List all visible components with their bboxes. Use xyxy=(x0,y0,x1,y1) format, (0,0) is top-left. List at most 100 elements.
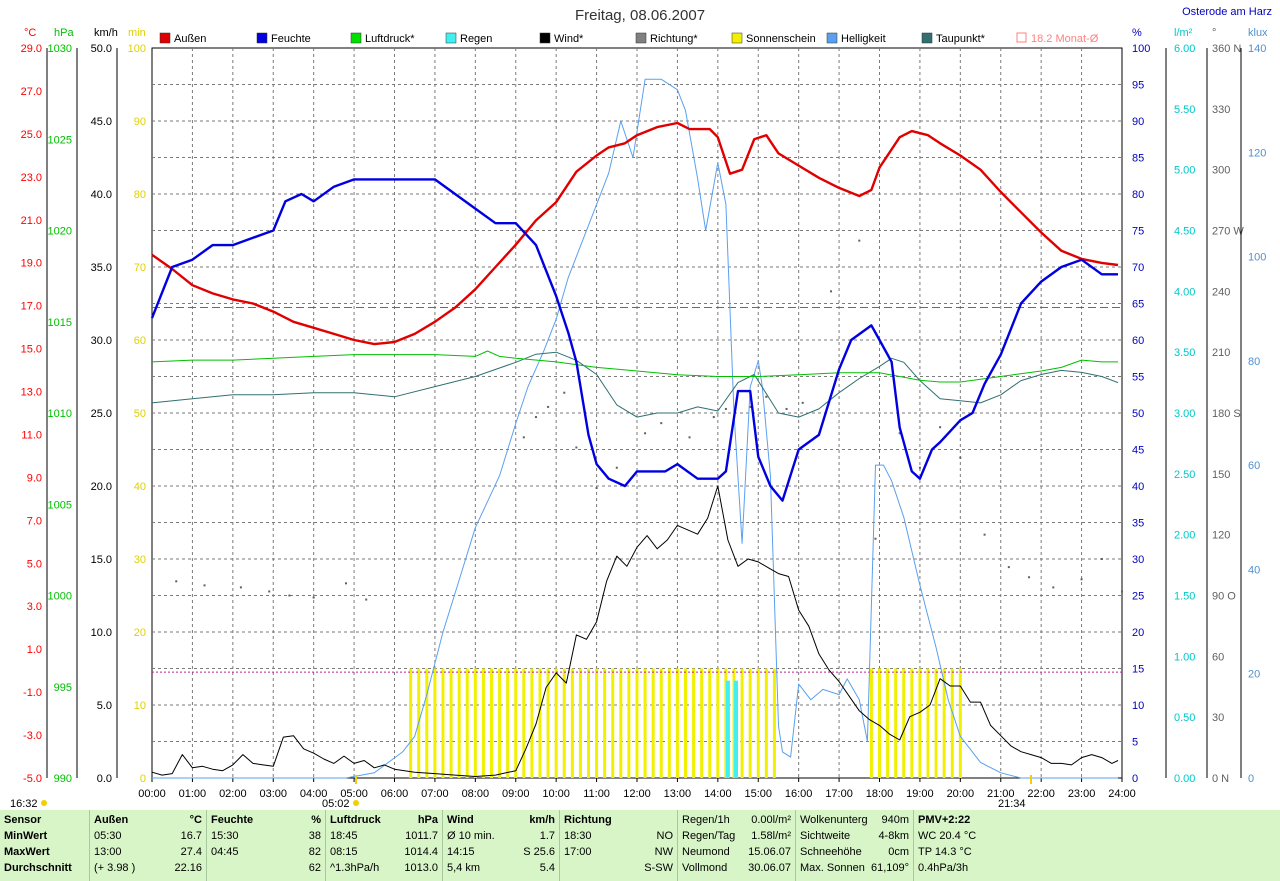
rain-bars xyxy=(725,680,739,778)
direction-point xyxy=(365,598,368,601)
series-line-feuchte xyxy=(150,178,1118,502)
direction-point xyxy=(724,407,727,410)
right-axes: 1009590858075706560555045403530252015105… xyxy=(1132,43,1266,785)
richtung-min-time: 18:30 xyxy=(564,830,592,842)
left-tick-label: 5.0 xyxy=(27,558,42,570)
left-tick-label: 13.0 xyxy=(21,387,42,399)
left-tick-label: 21.0 xyxy=(21,215,42,227)
sensor-row-min: MinWert xyxy=(4,830,48,842)
right-tick-label: 3.50 xyxy=(1174,347,1195,359)
col-sensor: Sensor MinWert MaxWert Durchschnitt xyxy=(0,810,88,881)
left-tick-label: 11.0 xyxy=(21,429,42,441)
left-tick-label: 9.0 xyxy=(27,472,42,484)
left-tick-label: 1010 xyxy=(48,408,72,420)
aussen-min-time: 05:30 xyxy=(94,830,122,842)
legend-label: Außen xyxy=(174,33,206,45)
left-tick-label: 1025 xyxy=(48,134,72,146)
direction-point xyxy=(312,596,315,599)
rain-bar xyxy=(725,680,730,778)
sunshine-bar xyxy=(627,668,631,778)
direction-point xyxy=(1052,586,1055,589)
sensor-row-max: MaxWert xyxy=(4,846,50,858)
left-tick-label: 15.0 xyxy=(21,344,42,356)
axis-unit-left-1: hPa xyxy=(54,27,74,39)
legend-swatch xyxy=(731,32,743,44)
maxsonnen-label: Max. Sonnen xyxy=(800,862,865,874)
windchill-value: WC 20.4 °C xyxy=(918,830,977,842)
right-tick-label: 30 xyxy=(1132,554,1144,566)
right-tick-label: 60 xyxy=(1132,335,1144,347)
sunshine-bar xyxy=(708,668,712,778)
sunshine-bar xyxy=(449,668,453,778)
right-tick-label: 6.00 xyxy=(1174,43,1195,55)
x-tick-label: 14:00 xyxy=(704,788,732,800)
left-tick-label: 1015 xyxy=(48,317,72,329)
axis-unit-left-3: min xyxy=(128,27,146,39)
left-tick-label: 30.0 xyxy=(91,335,112,347)
direction-point xyxy=(175,580,178,583)
left-tick-label: -3.0 xyxy=(23,730,42,742)
axis-unit-right-1: l/m² xyxy=(1174,27,1193,39)
left-tick-label: 50.0 xyxy=(91,43,112,55)
x-tick-label: 01:00 xyxy=(179,788,207,800)
wind-avg10-label: Ø 10 min. xyxy=(447,830,495,842)
direction-point xyxy=(563,391,566,394)
sunshine-bar xyxy=(514,668,518,778)
right-tick-label: 120 xyxy=(1212,530,1230,542)
time-marker xyxy=(41,800,47,806)
direction-point xyxy=(534,416,537,419)
series-line-luftdruck xyxy=(151,350,1118,383)
sunshine-bar xyxy=(441,668,445,778)
sunshine-bar xyxy=(756,668,760,778)
left-tick-label: 990 xyxy=(54,773,72,785)
chart-title: Freitag, 08.06.2007 xyxy=(575,7,705,24)
right-tick-label: 1.00 xyxy=(1174,651,1195,663)
sunshine-bar xyxy=(587,668,590,778)
right-tick-label: 210 xyxy=(1212,347,1230,359)
legend-swatch xyxy=(445,32,457,44)
feuchte-max-time: 04:45 xyxy=(211,846,239,858)
sunrise-marker xyxy=(353,800,359,806)
richtung-min-value: NO xyxy=(656,830,674,842)
x-tick-label: 19:00 xyxy=(906,788,934,800)
right-tick-label: 270 W xyxy=(1212,226,1244,238)
direction-point xyxy=(522,436,525,439)
left-tick-label: 25.0 xyxy=(91,408,112,420)
left-tick-label: 45.0 xyxy=(91,116,112,128)
direction-point xyxy=(688,436,691,439)
sunshine-bar xyxy=(950,668,954,778)
left-tick-label: 80 xyxy=(134,189,146,201)
luftdruck-min-value: 1011.7 xyxy=(405,830,438,842)
legend-swatch xyxy=(256,32,268,44)
left-tick-label: 25.0 xyxy=(21,129,42,141)
left-tick-label: 7.0 xyxy=(27,515,42,527)
right-tick-label: 5 xyxy=(1132,737,1138,749)
wind-max-time: 14:15 xyxy=(447,846,475,858)
sunshine-bar xyxy=(498,668,502,778)
direction-point xyxy=(959,456,962,459)
sunshine-bar xyxy=(506,668,510,778)
left-tick-label: 19.0 xyxy=(21,258,42,270)
right-tick-label: 1.50 xyxy=(1174,591,1195,603)
direction-point xyxy=(203,584,206,587)
richtung-max-time: 17:00 xyxy=(564,846,592,858)
left-tick-label: 0.0 xyxy=(97,773,112,785)
right-tick-label: 65 xyxy=(1132,299,1144,311)
right-tick-label: 40 xyxy=(1248,564,1260,576)
sunshine-bar xyxy=(603,668,607,778)
feuchte-max-value: 82 xyxy=(308,846,321,858)
regentag-label: Regen/Tag xyxy=(682,830,736,842)
left-tick-label: 995 xyxy=(54,682,72,694)
right-tick-label: 140 xyxy=(1248,43,1266,55)
direction-point xyxy=(830,290,832,293)
col-luftdruck: Luftdruck hPa 18:45 1011.7 08:15 1014.4 ^1.… xyxy=(325,810,442,881)
wind-unit: km/h xyxy=(529,814,555,826)
direction-point xyxy=(858,239,861,242)
legend-label: Regen xyxy=(460,33,492,45)
sunshine-bar xyxy=(910,668,914,778)
right-tick-label: 80 xyxy=(1248,356,1260,368)
col-regen: Regen/1h 0.00l/m² Regen/Tag 1.58l/m² Neumo… xyxy=(677,810,795,881)
right-tick-label: 150 xyxy=(1212,469,1230,481)
left-tick-label: 40 xyxy=(134,481,146,493)
x-tick-label: 05:00 xyxy=(340,788,368,800)
